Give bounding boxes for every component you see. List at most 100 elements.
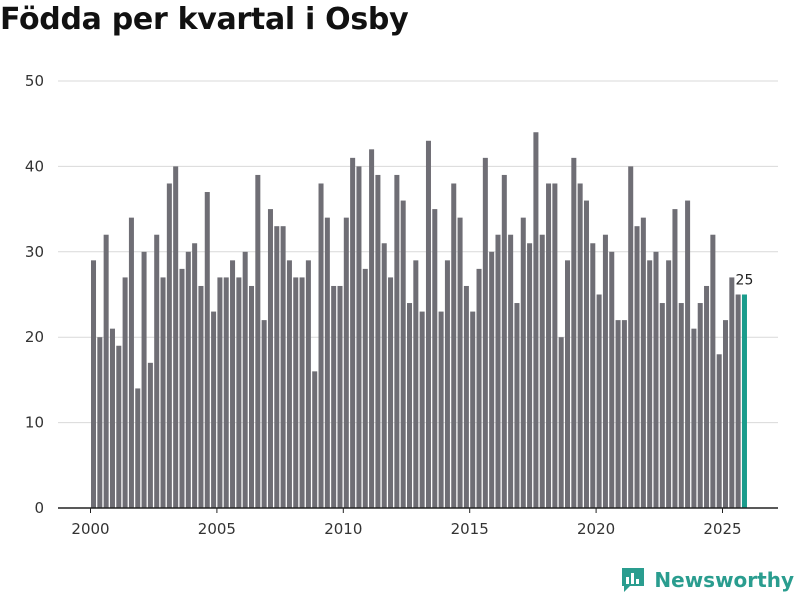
bar-56 (444, 260, 450, 508)
bar-49 (400, 200, 406, 508)
bar-chart-logo-icon (622, 568, 645, 592)
bar-52 (419, 311, 425, 508)
bar-18 (204, 192, 210, 508)
bar-91 (666, 260, 672, 508)
bar-27 (261, 320, 267, 508)
last-value-label: 25 (736, 273, 754, 289)
bar-101 (729, 277, 735, 508)
bar-98 (710, 234, 716, 508)
bar-55 (438, 311, 444, 508)
bar-33 (299, 277, 305, 508)
bar-81 (602, 234, 608, 508)
bar-44 (369, 149, 375, 508)
bar-78 (583, 200, 589, 508)
bar-77 (577, 183, 583, 509)
bar-34 (305, 260, 311, 508)
bar-7 (135, 388, 141, 508)
bar-65 (501, 174, 507, 508)
bar-94 (685, 200, 691, 508)
x-tick-label-2025: 2025 (703, 520, 741, 538)
bar-20 (217, 277, 223, 508)
bar-40 (343, 217, 349, 508)
bar-61 (476, 268, 482, 508)
bar-45 (375, 174, 381, 508)
bars (91, 132, 747, 509)
bar-76 (571, 157, 577, 509)
bar-85 (628, 166, 634, 508)
bar-13 (173, 166, 179, 508)
bar-50 (407, 303, 413, 508)
bar-103 (741, 294, 747, 508)
bar-28 (267, 209, 273, 508)
bar-8 (141, 251, 147, 509)
y-tick-label-40: 40 (25, 157, 44, 175)
bar-21 (223, 277, 229, 508)
chart-title: Födda per kvartal i Osby (0, 2, 409, 37)
bar-19 (211, 311, 217, 508)
bar-22 (230, 260, 236, 508)
x-tick-label-2015: 2015 (451, 520, 489, 538)
y-tick-label-20: 20 (25, 328, 44, 346)
bar-10 (154, 234, 160, 508)
bar-58 (457, 217, 463, 508)
bar-53 (425, 140, 431, 508)
bar-92 (672, 209, 678, 508)
bar-62 (482, 157, 488, 509)
bar-71 (539, 234, 545, 508)
bar-31 (286, 260, 292, 508)
bar-60 (470, 311, 476, 508)
bar-74 (558, 337, 564, 508)
bar-23 (236, 277, 242, 508)
bar-47 (388, 277, 394, 508)
bar-79 (590, 243, 596, 508)
bar-96 (697, 303, 703, 508)
bar-16 (192, 243, 198, 508)
bar-51 (413, 260, 419, 508)
bar-75 (565, 260, 571, 508)
y-tick-label-0: 0 (34, 499, 44, 517)
x-tick-label-2010: 2010 (324, 520, 362, 538)
bar-89 (653, 251, 659, 509)
bar-54 (432, 209, 438, 508)
bar-84 (621, 320, 627, 508)
y-axis: 0 10 20 30 40 50 (25, 72, 44, 517)
bar-12 (166, 183, 172, 509)
bar-59 (463, 285, 469, 508)
bar-14 (179, 268, 185, 508)
bar-32 (293, 277, 299, 508)
bar-93 (678, 303, 684, 508)
bar-87 (640, 217, 646, 508)
bar-100 (723, 320, 729, 508)
bar-26 (255, 174, 261, 508)
bar-36 (318, 183, 324, 509)
bar-38 (331, 285, 337, 508)
y-tick-label-10: 10 (25, 414, 44, 432)
y-tick-label-50: 50 (25, 72, 44, 90)
bar-3 (109, 328, 115, 508)
bar-86 (634, 226, 640, 508)
bar-102 (735, 294, 741, 508)
annotations: 25 (736, 273, 754, 289)
bar-15 (185, 251, 191, 509)
bar-0 (91, 260, 97, 508)
bar-70 (533, 132, 539, 509)
bar-88 (647, 260, 653, 508)
bar-66 (508, 234, 514, 508)
bar-41 (350, 157, 356, 509)
bar-43 (362, 268, 368, 508)
bar-67 (514, 303, 520, 508)
bar-99 (716, 354, 722, 508)
bar-37 (324, 217, 330, 508)
x-tick-label-2020: 2020 (577, 520, 615, 538)
bar-73 (552, 183, 558, 509)
bar-24 (242, 251, 248, 509)
bar-29 (274, 226, 280, 508)
bar-57 (451, 183, 457, 509)
bar-48 (394, 174, 400, 508)
bar-35 (312, 371, 318, 508)
bar-4 (116, 345, 122, 508)
bar-11 (160, 277, 166, 508)
bar-46 (381, 243, 387, 508)
x-axis: 2000 2005 2010 2015 2020 2025 (58, 507, 778, 538)
bar-39 (337, 285, 343, 508)
